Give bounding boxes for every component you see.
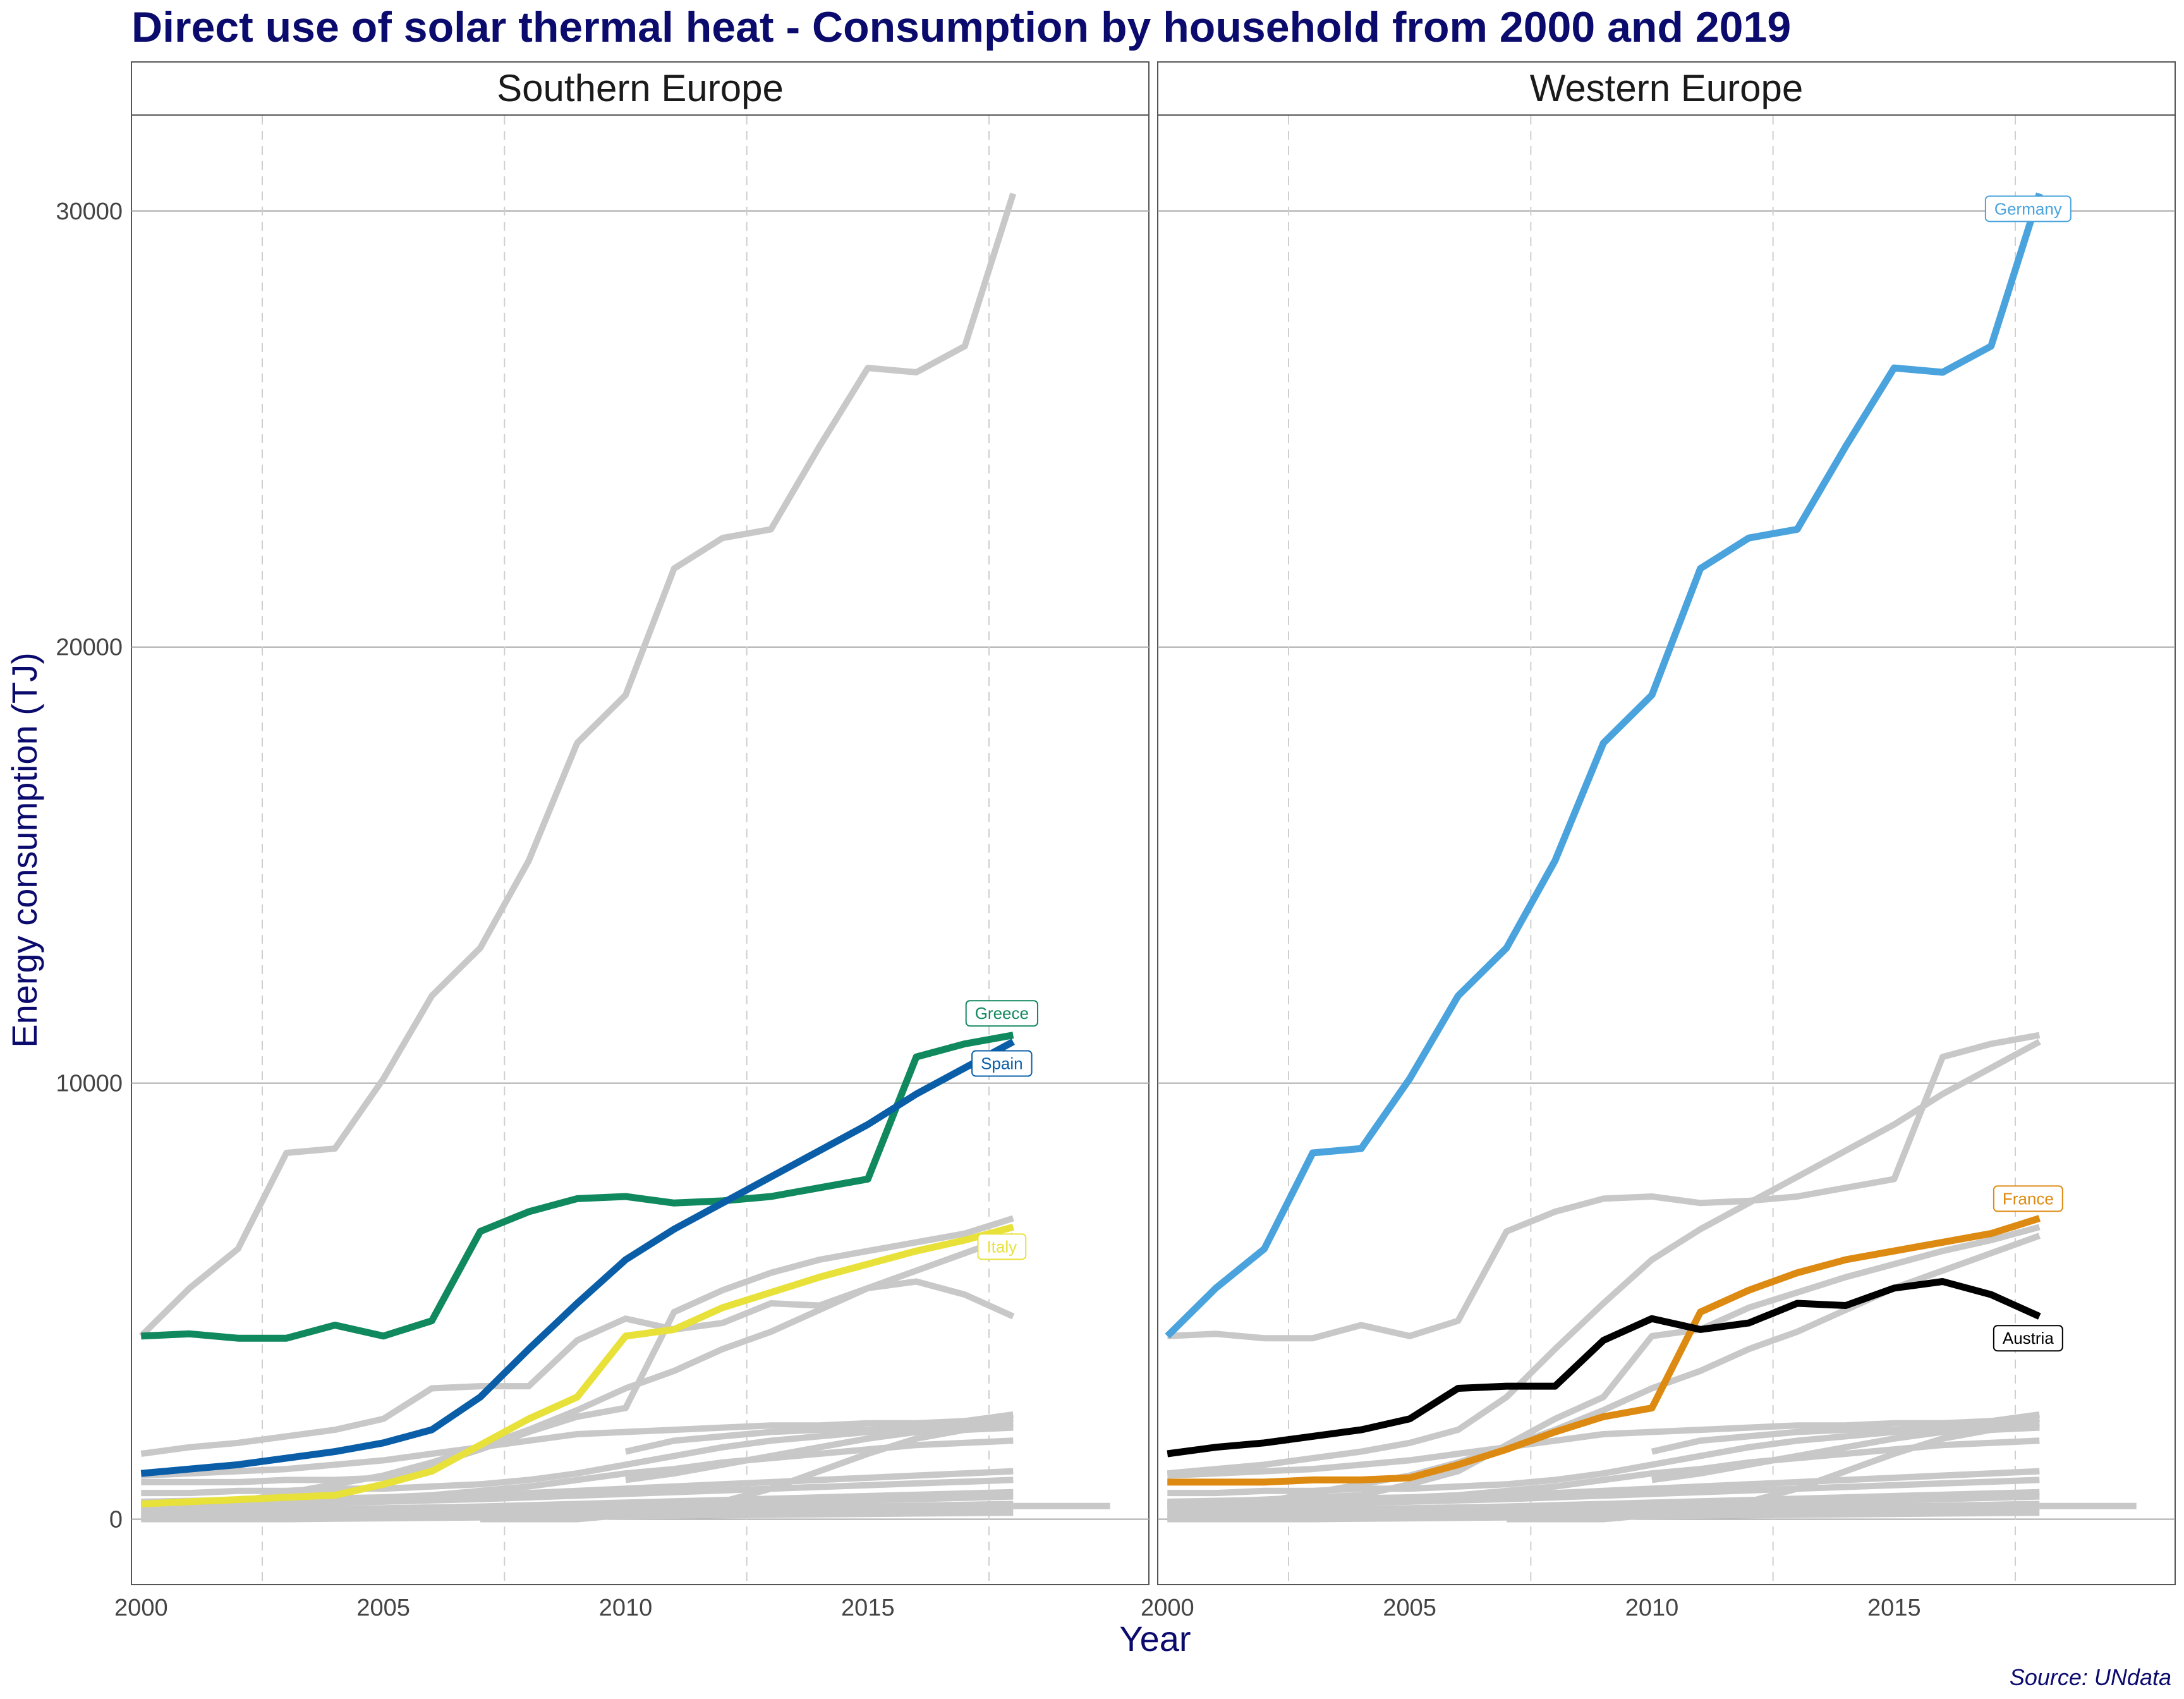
panel-frame	[1157, 114, 2176, 1585]
background-series-line	[1167, 1509, 2040, 1523]
y-tick-label: 10000	[56, 1071, 123, 1097]
background-series-line	[141, 1411, 1014, 1479]
background-series-line	[1167, 1422, 2040, 1497]
series-label-box	[1993, 1185, 2063, 1212]
series-label-box	[971, 1050, 1033, 1077]
strip-background	[131, 61, 1150, 116]
series-label-italy: Italy	[977, 1233, 1027, 1260]
background-series-line	[141, 1215, 1014, 1485]
background-series-line	[141, 1509, 1014, 1523]
y-axis-title: Energy consumption (TJ)	[4, 652, 44, 1048]
y-tick-label: 0	[109, 1507, 123, 1533]
series-labels: Germany France Austria	[1984, 195, 2072, 1352]
x-tick-label: 2000	[1141, 1595, 1194, 1621]
series-label-austria: Austria	[1993, 1325, 2063, 1352]
x-axis-title: Year	[1119, 1619, 1191, 1659]
series-line-spain	[140, 1038, 1015, 1477]
panel-western-europe: Western Europe Germany France Austria 2000…	[1141, 61, 2176, 1621]
x-tick-label: 2000	[114, 1595, 168, 1621]
y-tick-label: 20000	[56, 635, 123, 661]
source-caption: Source: UNdata	[2010, 1664, 2171, 1690]
background-series-line	[1167, 1489, 2040, 1514]
x-tick-label: 2010	[1625, 1595, 1679, 1621]
background-series-line	[1167, 1411, 2040, 1479]
x-tick-label: 2015	[841, 1595, 895, 1621]
strip-label: Southern Europe	[497, 67, 784, 109]
x-tick-labels: 2000 2005 2010 2015	[1141, 1595, 1921, 1621]
series-label-text: France	[2003, 1189, 2054, 1208]
series-labels: Greece Spain Italy	[965, 1000, 1038, 1260]
series-label-text: Germany	[1994, 199, 2062, 218]
chart-title: Direct use of solar thermal heat - Consu…	[131, 3, 1791, 51]
x-tick-label: 2005	[1383, 1595, 1436, 1621]
series-label-text: Italy	[986, 1237, 1017, 1256]
series-label-box	[1984, 195, 2072, 222]
highlighted-series	[140, 1032, 1015, 1507]
background-series-line	[141, 1489, 1014, 1514]
background-series-line	[1167, 1477, 2040, 1509]
series-line-austria	[1167, 1278, 2041, 1458]
series-line-italy	[141, 1223, 1014, 1507]
background-series-line	[141, 1422, 1014, 1497]
series-label-text: Austria	[2003, 1329, 2054, 1348]
x-tick-label: 2010	[599, 1595, 653, 1621]
series-line-france	[1167, 1215, 2041, 1486]
series-label-germany: Germany	[1984, 195, 2072, 222]
series-label-greece: Greece	[965, 1000, 1038, 1027]
series-label-box	[977, 1233, 1027, 1260]
background-series-line	[1167, 1038, 2041, 1477]
strip-background	[1157, 61, 2176, 116]
background-series-line	[1167, 1468, 2040, 1505]
series-label-text: Spain	[981, 1054, 1023, 1073]
x-tick-labels: 2000 2005 2010 2015	[114, 1595, 895, 1621]
background-series-line	[138, 192, 1017, 1339]
series-label-text: Greece	[975, 1004, 1029, 1023]
background-series-line	[141, 1477, 1014, 1509]
panel-frame	[131, 114, 1150, 1585]
background-series-line	[1167, 1032, 2041, 1342]
highlighted-series	[1165, 192, 2043, 1486]
series-label-spain: Spain	[971, 1050, 1033, 1077]
series-label-france: France	[1993, 1185, 2063, 1212]
y-tick-labels: 0 10000 20000 30000	[56, 198, 123, 1533]
x-tick-label: 2015	[1867, 1595, 1921, 1621]
strip-label: Western Europe	[1530, 67, 1803, 109]
series-label-box	[965, 1000, 1038, 1027]
series-label-box	[1993, 1325, 2063, 1352]
x-tick-label: 2005	[356, 1595, 410, 1621]
series-line-germany	[1165, 192, 2043, 1339]
y-tick-label: 30000	[56, 198, 123, 225]
series-line-greece	[141, 1032, 1014, 1342]
